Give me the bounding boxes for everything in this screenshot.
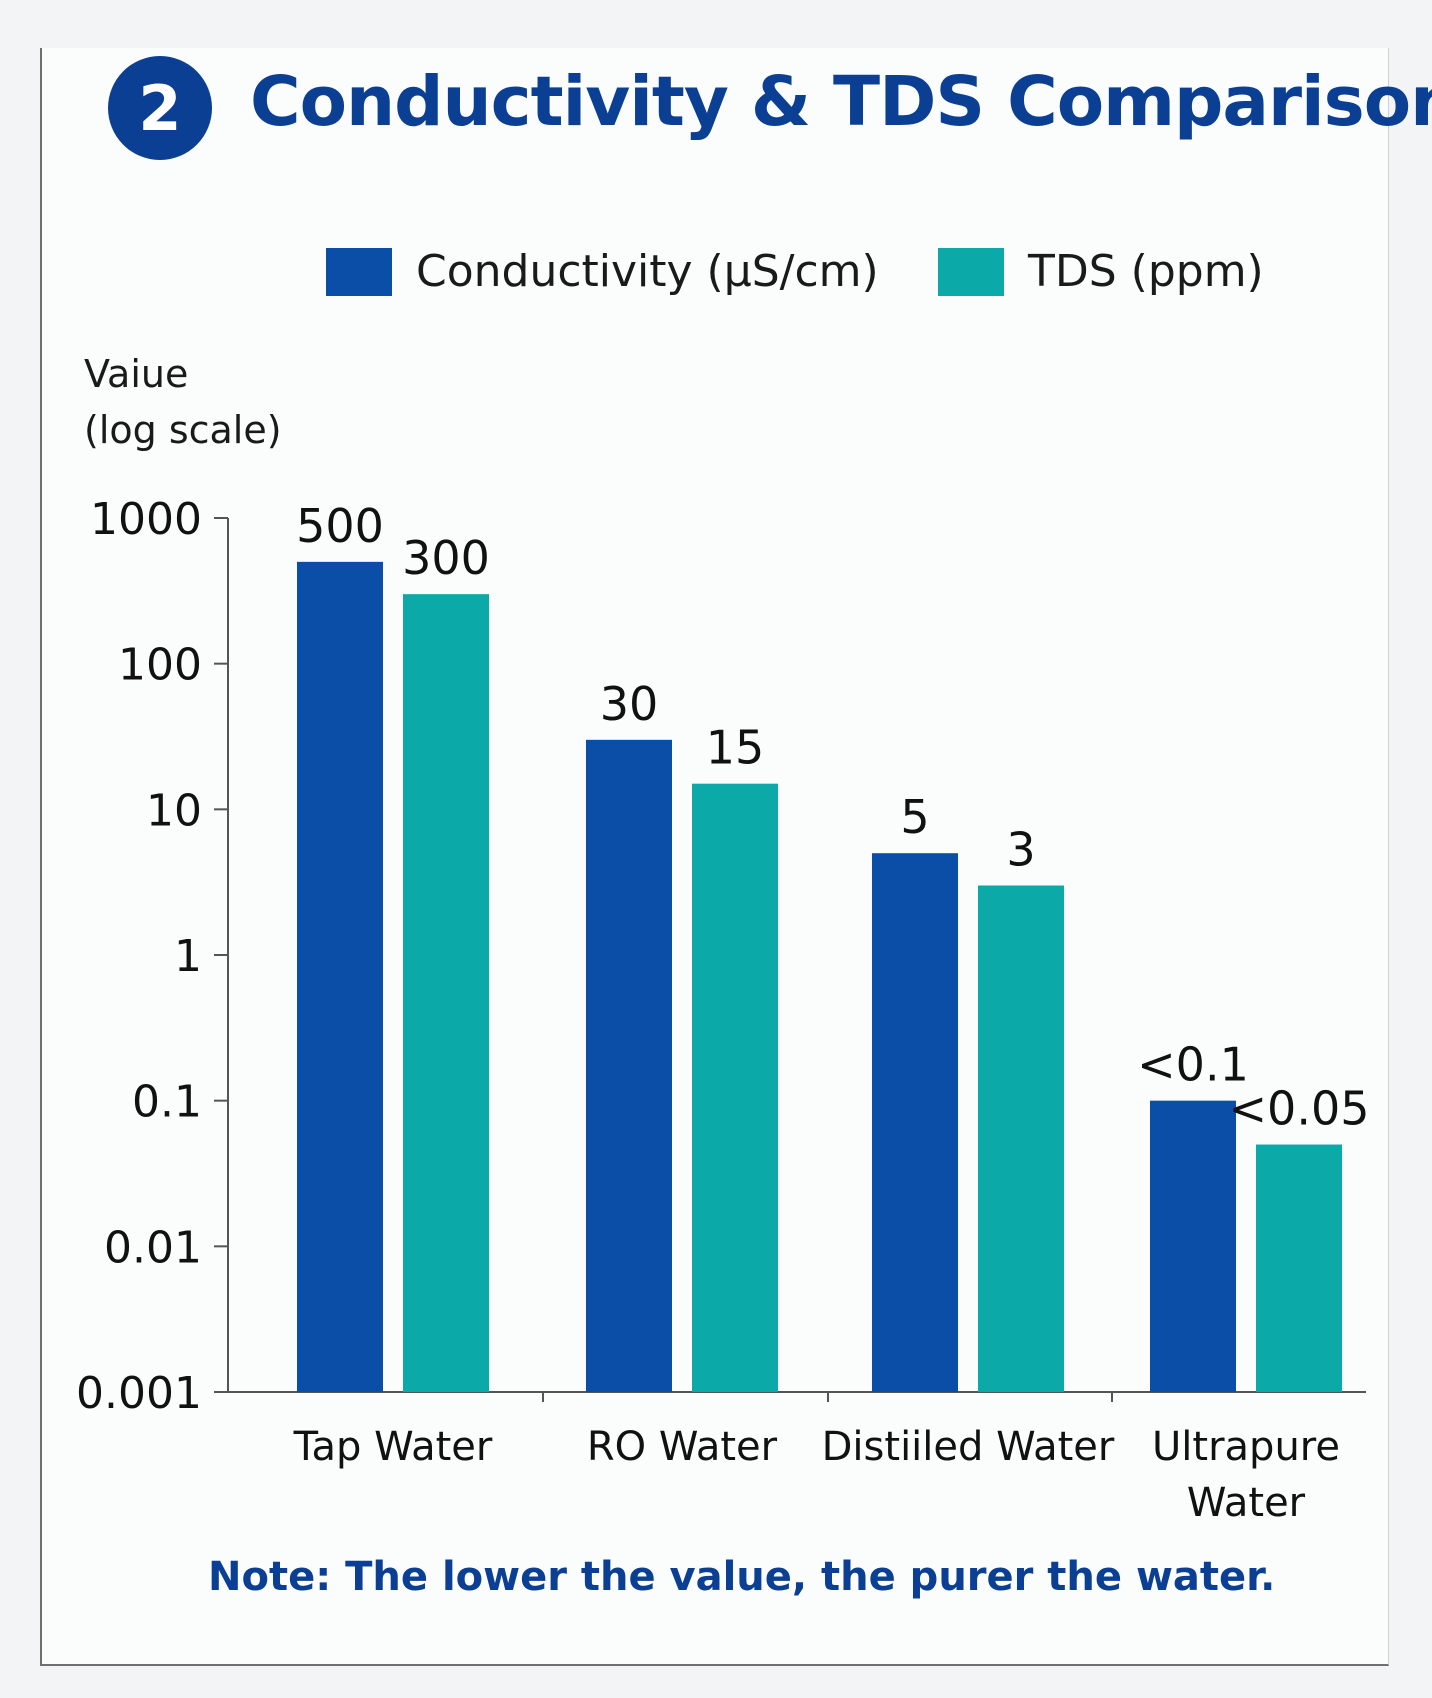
legend-swatch-conductivity — [326, 247, 392, 296]
y-tick-label: 0.01 — [104, 1222, 202, 1273]
y-tick-label: 100 — [118, 640, 202, 691]
data-label: 3 — [1006, 822, 1035, 876]
legend-label-tds: TDS (ppm) — [1028, 246, 1264, 297]
data-label: <0.1 — [1137, 1038, 1249, 1092]
y-tick-label: 1 — [174, 931, 202, 982]
bar-tds-2 — [978, 885, 1064, 1392]
data-label: 500 — [296, 499, 384, 553]
bar-conductivity-3 — [1150, 1100, 1236, 1392]
chart-note: Note: The lower the value, the purer the… — [208, 1554, 1276, 1600]
data-label: 5 — [900, 790, 929, 844]
x-category-label: RO Water — [587, 1424, 778, 1470]
bar-tds-3 — [1256, 1144, 1342, 1392]
data-label: 30 — [600, 677, 659, 731]
x-category-label: Tap Water — [293, 1424, 493, 1470]
bar-conductivity-2 — [872, 853, 958, 1392]
y-tick-label: 10 — [146, 785, 202, 836]
y-tick-label: 1000 — [90, 494, 202, 545]
bar-tds-0 — [403, 594, 489, 1392]
y-axis-title: Vaiue (log scale) — [84, 346, 282, 458]
legend-item-tds: TDS (ppm) — [938, 246, 1264, 297]
x-category-label: Ultrapure — [1152, 1424, 1340, 1470]
legend-label-conductivity: Conductivity (µS/cm) — [416, 246, 879, 297]
y-axis-title-line-1: Vaiue — [84, 352, 189, 396]
legend-swatch-tds — [938, 247, 1004, 296]
bar-tds-1 — [692, 783, 778, 1392]
x-category-label: Distiiled Water — [822, 1424, 1115, 1470]
bar-conductivity-1 — [586, 739, 672, 1392]
data-label: <0.05 — [1229, 1082, 1370, 1136]
bar-conductivity-0 — [297, 561, 383, 1392]
data-label: 300 — [402, 531, 490, 585]
y-axis-title-line-2: (log scale) — [84, 408, 282, 452]
y-tick-label: 0.001 — [76, 1368, 202, 1419]
data-label: 15 — [706, 721, 765, 775]
chart-title: Conductivity & TDS Comparison — [250, 62, 1432, 142]
legend-item-conductivity: Conductivity (µS/cm) — [326, 246, 879, 297]
x-category-label: Water — [1187, 1480, 1306, 1526]
section-number-badge: 2 — [108, 56, 212, 160]
y-tick-label: 0.1 — [132, 1077, 202, 1128]
